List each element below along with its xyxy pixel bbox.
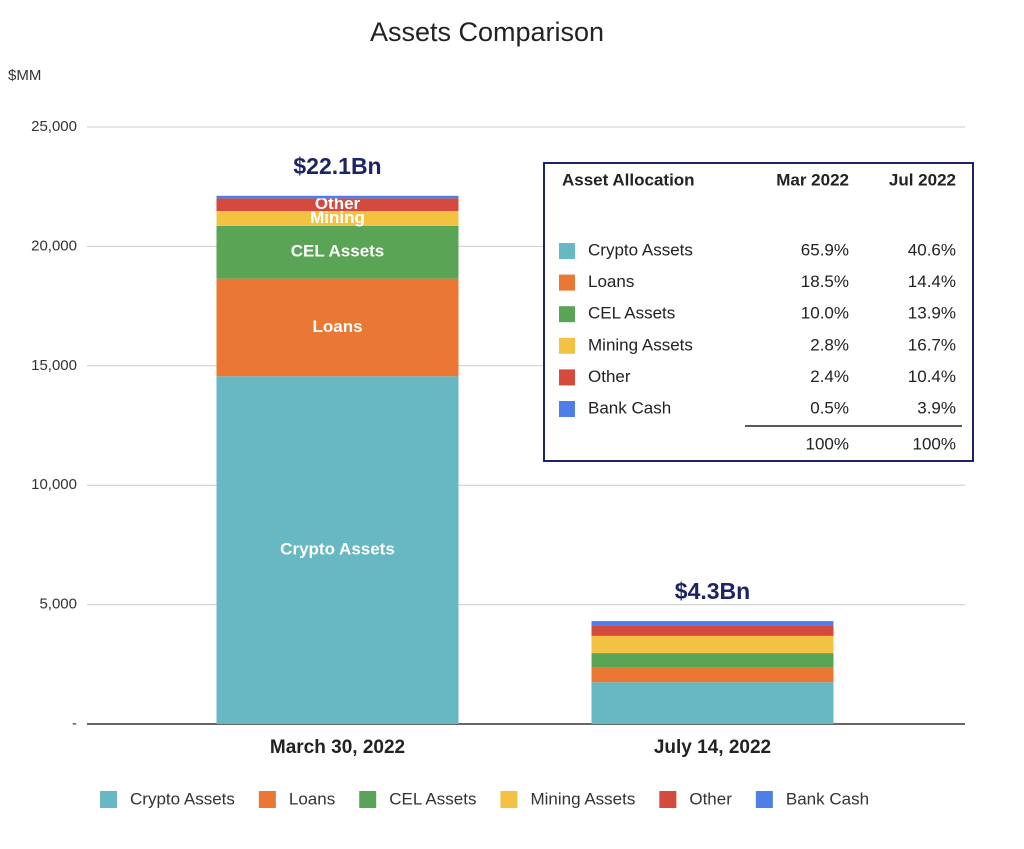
legend-label: Bank Cash: [786, 789, 869, 808]
y-tick-label: 15,000: [31, 357, 77, 374]
y-axis-label: $MM: [8, 67, 41, 84]
bar-segment: [216, 278, 459, 377]
y-tick-label: 5,000: [39, 596, 77, 613]
table-cell: 65.9%: [801, 240, 849, 259]
table-swatch: [559, 306, 575, 323]
table-cell: 10.0%: [801, 304, 849, 323]
table-cell: CEL Assets: [588, 304, 675, 323]
segment-label: Crypto Assets: [280, 540, 395, 559]
table-total: 100%: [913, 434, 956, 453]
legend-swatch: [755, 791, 773, 808]
legend-swatch: [100, 791, 117, 808]
bar-segment: [591, 625, 834, 636]
table-cell: 40.6%: [908, 240, 956, 259]
table-cell: 18.5%: [801, 272, 849, 291]
legend-label: Loans: [289, 789, 335, 808]
bar-segment: [591, 621, 834, 626]
table-cell: Mining Assets: [588, 335, 693, 354]
bar-segment: [216, 225, 459, 279]
table-cell: 10.4%: [908, 367, 956, 386]
total-label: $4.3Bn: [675, 578, 750, 604]
table-header: Jul 2022: [889, 170, 956, 189]
y-tick-label: 10,000: [31, 476, 77, 493]
bar-segment: [591, 653, 834, 668]
y-tick-label: -: [72, 715, 77, 732]
table-swatch: [559, 243, 575, 259]
bar-segment: [591, 635, 834, 654]
table-box: [543, 162, 974, 462]
table-header: Mar 2022: [776, 170, 849, 189]
table-cell: 2.8%: [810, 335, 849, 354]
y-tick-label: 25,000: [31, 118, 77, 135]
table-cell: 14.4%: [908, 272, 956, 291]
bar-segment: [591, 667, 834, 683]
table-swatch: [559, 401, 575, 417]
table-cell: Bank Cash: [588, 398, 671, 417]
legend-label: Mining Assets: [530, 789, 635, 808]
x-tick-label: July 14, 2022: [654, 737, 771, 758]
table-cell: 2.4%: [810, 367, 849, 386]
table-cell: Crypto Assets: [588, 240, 693, 259]
legend-swatch: [258, 791, 276, 808]
table-swatch: [559, 369, 575, 386]
segment-label: CEL Assets: [291, 242, 385, 261]
bar-segment: [216, 376, 459, 724]
segment-label: Other: [315, 194, 361, 213]
table-cell: 3.9%: [917, 398, 956, 417]
table-swatch: [559, 337, 575, 354]
table-cell: 0.5%: [810, 398, 849, 417]
bar-segment: [216, 211, 459, 226]
x-tick-label: March 30, 2022: [270, 737, 405, 758]
segment-label: Mining: [310, 208, 365, 227]
table-cell: 13.9%: [908, 304, 956, 323]
segment-label: Loans: [312, 317, 362, 336]
legend-label: Other: [689, 789, 732, 808]
legend-label: CEL Assets: [389, 789, 476, 808]
bar-segment: [591, 682, 834, 724]
legend-label: Crypto Assets: [130, 789, 235, 808]
total-label: $22.1Bn: [293, 153, 381, 179]
y-tick-label: 20,000: [31, 237, 77, 254]
table-cell: Other: [588, 367, 631, 386]
chart-title: Assets Comparison: [370, 17, 604, 47]
legend-swatch: [659, 791, 677, 808]
legend-swatch: [359, 791, 377, 808]
table-cell: Loans: [588, 272, 634, 291]
bar-segment: [216, 195, 459, 199]
legend-swatch: [500, 791, 518, 808]
table-header: Asset Allocation: [562, 170, 695, 189]
bar-segment: [216, 198, 459, 212]
table-cell: 16.7%: [908, 335, 956, 354]
table-swatch: [559, 274, 575, 291]
table-total: 100%: [806, 434, 849, 453]
